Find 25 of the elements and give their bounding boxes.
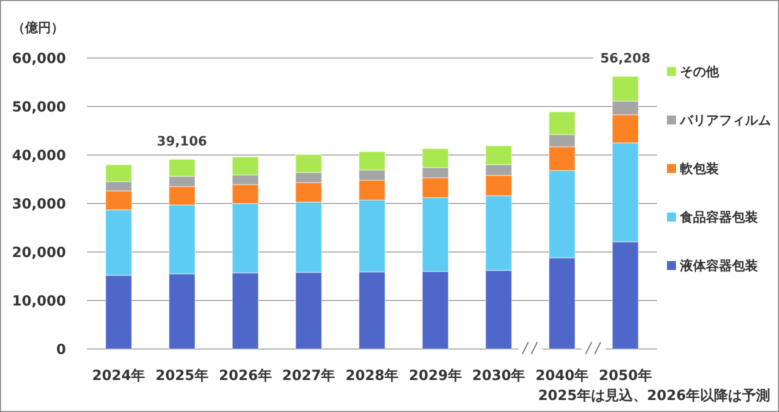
x-tick-label: 2028年 xyxy=(346,368,398,384)
legend-label: その他 xyxy=(680,65,720,80)
x-tick-label: 2050年 xyxy=(598,368,652,384)
y-tick-label: 50,000 xyxy=(12,100,66,116)
y-tick-label: 40,000 xyxy=(12,148,66,164)
x-tick-label: 2029年 xyxy=(408,368,462,384)
y-tick-label: 10,000 xyxy=(12,294,66,310)
text: 2025年は見込、2026年以降は予測 xyxy=(538,388,770,404)
y-tick-label: 60,000 xyxy=(12,51,66,67)
legend-label: 液体容器包装 xyxy=(679,258,758,274)
x-tick-label: 2025年 xyxy=(156,368,208,384)
y-tick-label: 0 xyxy=(56,342,66,358)
legend-label: 食品容器包装 xyxy=(679,210,758,226)
total-label: 39,106 xyxy=(156,134,208,150)
legend-label: バリアフィルム xyxy=(679,114,771,128)
total-label: 56,208 xyxy=(600,51,650,66)
legend-label: 軟包装 xyxy=(679,162,719,177)
x-tick-label: 2026年 xyxy=(218,368,272,384)
y-tick-label: 30,000 xyxy=(12,196,66,212)
x-tick-label: 2030年 xyxy=(472,368,526,384)
y-axis-title: （億円） xyxy=(12,20,64,36)
x-tick-label: 2040年 xyxy=(536,368,588,384)
x-tick-label: 2024年 xyxy=(92,368,146,384)
y-tick-label: 20,000 xyxy=(12,245,66,261)
x-tick-label: 2027年 xyxy=(282,368,336,384)
